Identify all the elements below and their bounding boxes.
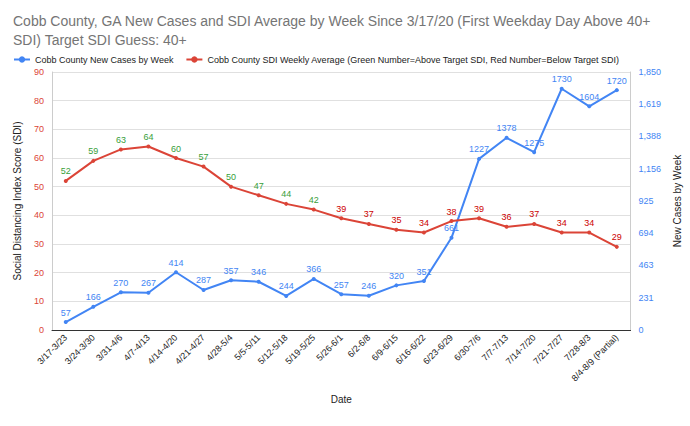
svg-text:90: 90 xyxy=(34,67,44,77)
svg-text:Cobb County SDI Weekly Average: Cobb County SDI Weekly Average (Green Nu… xyxy=(207,55,619,65)
svg-text:44: 44 xyxy=(281,189,291,199)
svg-text:1,850: 1,850 xyxy=(639,67,662,77)
svg-text:20: 20 xyxy=(34,268,44,278)
svg-text:10: 10 xyxy=(34,296,44,306)
svg-text:29: 29 xyxy=(612,232,622,242)
svg-text:463: 463 xyxy=(639,260,654,270)
svg-text:0: 0 xyxy=(39,325,44,335)
svg-text:40: 40 xyxy=(34,210,44,220)
svg-text:7/7-7/13: 7/7-7/13 xyxy=(479,332,511,363)
svg-text:6/16-6/22: 6/16-6/22 xyxy=(393,332,428,367)
svg-text:257: 257 xyxy=(334,280,349,290)
svg-text:64: 64 xyxy=(143,132,153,142)
svg-text:1,388: 1,388 xyxy=(639,131,662,141)
svg-text:7/14-7/20: 7/14-7/20 xyxy=(503,332,538,367)
svg-text:50: 50 xyxy=(226,172,236,182)
svg-text:70: 70 xyxy=(34,124,44,134)
svg-text:30: 30 xyxy=(34,239,44,249)
svg-text:3/31-4/6: 3/31-4/6 xyxy=(94,332,124,362)
svg-text:270: 270 xyxy=(113,278,128,288)
svg-text:6/23-6/29: 6/23-6/29 xyxy=(421,332,455,366)
svg-text:42: 42 xyxy=(309,195,319,205)
svg-text:39: 39 xyxy=(336,204,346,214)
svg-text:6/2-6/8: 6/2-6/8 xyxy=(346,332,373,359)
svg-text:5/26-6/1: 5/26-6/1 xyxy=(314,332,344,362)
svg-text:47: 47 xyxy=(254,181,264,191)
svg-text:166: 166 xyxy=(86,292,101,302)
svg-text:50: 50 xyxy=(34,182,44,192)
svg-text:1275: 1275 xyxy=(524,138,544,148)
svg-text:346: 346 xyxy=(251,267,266,277)
svg-text:4/28-5/4: 4/28-5/4 xyxy=(204,332,234,362)
svg-text:1,156: 1,156 xyxy=(639,164,662,174)
svg-text:3/17-3/23: 3/17-3/23 xyxy=(35,332,70,367)
svg-text:1604: 1604 xyxy=(579,92,599,102)
svg-text:36: 36 xyxy=(502,212,512,222)
svg-text:59: 59 xyxy=(88,146,98,156)
svg-text:57: 57 xyxy=(199,152,209,162)
svg-text:52: 52 xyxy=(61,166,71,176)
svg-text:287: 287 xyxy=(196,275,211,285)
svg-text:5/19-5/25: 5/19-5/25 xyxy=(283,332,317,366)
svg-text:5/12-5/18: 5/12-5/18 xyxy=(255,332,290,367)
svg-text:244: 244 xyxy=(279,281,294,291)
svg-text:4/7-4/13: 4/7-4/13 xyxy=(121,332,152,363)
svg-text:80: 80 xyxy=(34,96,44,106)
svg-text:Cobb County New Cases by Week: Cobb County New Cases by Week xyxy=(35,55,174,65)
svg-text:1730: 1730 xyxy=(552,74,572,84)
svg-text:New Cases by Week: New Cases by Week xyxy=(672,154,683,248)
svg-text:0: 0 xyxy=(639,325,644,335)
svg-text:5/5-5/11: 5/5-5/11 xyxy=(232,332,263,363)
svg-text:34: 34 xyxy=(557,218,567,228)
svg-text:35: 35 xyxy=(391,215,401,225)
svg-text:4/21-4/27: 4/21-4/27 xyxy=(173,332,207,366)
svg-text:60: 60 xyxy=(171,144,181,154)
svg-text:Cobb County, GA New Cases and: Cobb County, GA New Cases and SDI Averag… xyxy=(13,13,654,29)
svg-text:39: 39 xyxy=(474,204,484,214)
svg-text:694: 694 xyxy=(639,228,654,238)
svg-text:366: 366 xyxy=(306,264,321,274)
svg-text:Date: Date xyxy=(331,394,353,405)
svg-text:7/28-8/3: 7/28-8/3 xyxy=(562,332,593,363)
svg-text:414: 414 xyxy=(168,258,183,268)
svg-text:1,619: 1,619 xyxy=(639,99,662,109)
svg-text:320: 320 xyxy=(389,271,404,281)
svg-text:SDI) Target SDI Guess: 40+: SDI) Target SDI Guess: 40+ xyxy=(13,32,187,48)
svg-text:1227: 1227 xyxy=(469,144,489,154)
svg-text:246: 246 xyxy=(361,281,376,291)
svg-text:351: 351 xyxy=(416,267,431,277)
svg-text:4/14-4/20: 4/14-4/20 xyxy=(145,332,180,367)
svg-text:357: 357 xyxy=(224,266,239,276)
svg-text:37: 37 xyxy=(364,209,374,219)
svg-text:6/30-7/6: 6/30-7/6 xyxy=(452,332,482,362)
svg-text:8/4-8/9 (Partial): 8/4-8/9 (Partial) xyxy=(569,332,620,383)
svg-text:57: 57 xyxy=(61,308,71,318)
svg-text:925: 925 xyxy=(639,196,654,206)
svg-text:60: 60 xyxy=(34,153,44,163)
svg-text:Social Distancing Index Score: Social Distancing Index Score (SDI) xyxy=(12,122,23,281)
svg-text:6/9-6/15: 6/9-6/15 xyxy=(369,332,400,363)
svg-text:7/21-7/27: 7/21-7/27 xyxy=(531,332,565,366)
svg-text:661: 661 xyxy=(444,223,459,233)
svg-text:63: 63 xyxy=(116,135,126,145)
svg-text:3/24-3/30: 3/24-3/30 xyxy=(63,332,97,366)
svg-text:231: 231 xyxy=(639,293,654,303)
svg-text:34: 34 xyxy=(584,218,594,228)
svg-text:1378: 1378 xyxy=(497,123,517,133)
svg-text:1720: 1720 xyxy=(607,76,627,86)
svg-text:37: 37 xyxy=(529,209,539,219)
svg-text:34: 34 xyxy=(419,218,429,228)
svg-text:267: 267 xyxy=(141,278,156,288)
svg-text:38: 38 xyxy=(446,207,456,217)
